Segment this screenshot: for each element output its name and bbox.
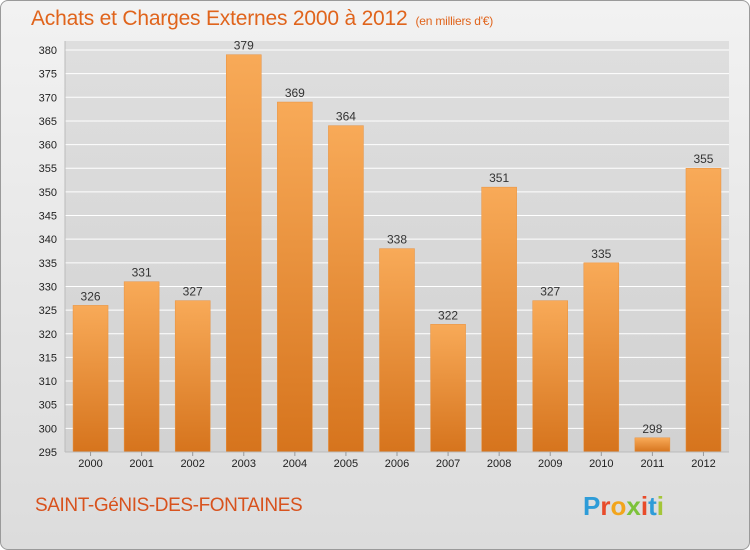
- value-label-2006: 338: [387, 233, 407, 247]
- logo-letter: i: [656, 491, 664, 521]
- x-axis: 2000 2001 2002 2003 2004 2005 2006 2007 2008 2009…: [65, 451, 729, 470]
- commune-name: SAINT-GéNIS-DES-FONTAINES: [35, 495, 303, 516]
- y-tick-label: 345: [39, 211, 57, 223]
- y-tick-label: 320: [39, 329, 57, 341]
- y-tick-label: 330: [39, 281, 57, 293]
- value-label-2002: 327: [183, 285, 203, 299]
- value-label-2001: 331: [132, 266, 152, 280]
- y-tick-label: 315: [39, 352, 57, 364]
- value-label-2003: 379: [234, 39, 254, 53]
- value-label-2005: 364: [336, 110, 356, 124]
- y-tick-label: 305: [39, 400, 57, 412]
- y-tick-label: 370: [39, 92, 57, 104]
- bar-2002: [174, 300, 211, 453]
- bar-2009: [532, 300, 568, 453]
- y-tick-label: 325: [39, 305, 57, 317]
- bar-2011: [634, 437, 671, 453]
- logo-letter: x: [626, 491, 641, 521]
- logo-letter: P: [583, 491, 601, 521]
- x-tick-label-2004: 2004: [283, 458, 307, 470]
- bar-2001: [123, 281, 160, 453]
- value-label-2012: 355: [693, 152, 713, 166]
- bar-2007: [430, 324, 466, 453]
- proxiti-logo: Proxiti: [583, 491, 664, 522]
- x-tick-label-2012: 2012: [691, 458, 715, 470]
- value-label-2009: 327: [540, 285, 560, 299]
- value-label-2011: 298: [642, 422, 662, 436]
- y-tick-label: 295: [39, 447, 57, 459]
- y-tick-label: 360: [39, 140, 57, 152]
- bar-2008: [481, 186, 517, 453]
- y-axis: 295 300 305 310 315 320 325 330 335 340 345 350 355 3…: [39, 41, 66, 459]
- value-label-2007: 322: [438, 308, 458, 322]
- bar-2003: [226, 54, 262, 453]
- value-label-2008: 351: [489, 171, 509, 185]
- logo-letter: t: [648, 491, 657, 521]
- y-tick-label: 350: [39, 187, 57, 199]
- bars: 326 331 327 379 369 364 338 322 351 327 335 298 355: [72, 39, 722, 453]
- x-tick-label-2008: 2008: [487, 458, 511, 470]
- value-label-2000: 326: [81, 289, 101, 303]
- y-tick-label: 375: [39, 69, 57, 81]
- bar-2005: [328, 125, 364, 453]
- x-tick-label-2009: 2009: [538, 458, 562, 470]
- x-tick-label-2006: 2006: [385, 458, 409, 470]
- chart-subtitle: (en milliers d'€): [415, 14, 494, 28]
- value-label-2004: 369: [285, 86, 305, 100]
- logo-letter: i: [640, 491, 649, 521]
- x-tick-label-2005: 2005: [334, 458, 358, 470]
- y-tick-label: 310: [39, 376, 57, 388]
- y-tick-label: 335: [39, 258, 57, 270]
- x-tick-label-2007: 2007: [436, 458, 460, 470]
- x-tick-label-2000: 2000: [78, 458, 102, 470]
- y-tick-label: 300: [39, 423, 57, 435]
- x-tick-label-2001: 2001: [129, 458, 153, 470]
- y-tick-label: 380: [39, 45, 57, 57]
- y-tick-label: 340: [39, 234, 57, 246]
- value-label-2010: 335: [591, 247, 611, 261]
- logo-letter: o: [610, 491, 627, 521]
- bar-2004: [277, 101, 313, 453]
- logo-letter: r: [600, 491, 611, 521]
- bar-2000: [72, 305, 109, 453]
- chart-title: Achats et Charges Externes 2000 à 2012 (e…: [31, 7, 493, 31]
- x-tick-label-2003: 2003: [232, 458, 256, 470]
- chart-title-text: Achats et Charges Externes 2000 à 2012: [31, 7, 408, 30]
- bar-2006: [379, 248, 415, 453]
- y-tick-label: 355: [39, 163, 57, 175]
- y-tick-label: 365: [39, 116, 57, 128]
- x-tick-label-2010: 2010: [589, 458, 613, 470]
- x-tick-label-2002: 2002: [180, 458, 204, 470]
- bar-2012: [685, 167, 722, 453]
- x-tick-label-2011: 2011: [641, 458, 665, 470]
- bar-2010: [583, 262, 620, 453]
